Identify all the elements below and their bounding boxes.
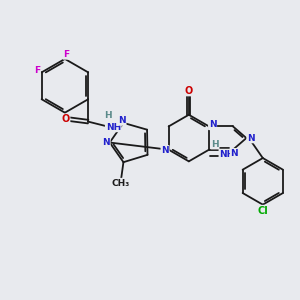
Text: N: N (161, 146, 169, 155)
Text: N: N (247, 134, 255, 142)
Text: O: O (61, 114, 70, 124)
Text: O: O (185, 85, 193, 96)
Text: Cl: Cl (257, 206, 268, 216)
Text: H: H (211, 140, 219, 149)
Text: NH: NH (106, 122, 121, 131)
Text: F: F (63, 50, 70, 59)
Text: N: N (118, 116, 126, 125)
Text: F: F (34, 66, 40, 75)
Text: N: N (209, 120, 216, 129)
Text: CH₃: CH₃ (112, 178, 130, 188)
Text: NH: NH (219, 149, 235, 158)
Text: N: N (102, 138, 110, 147)
Text: H: H (104, 111, 112, 120)
Text: N: N (231, 149, 238, 158)
